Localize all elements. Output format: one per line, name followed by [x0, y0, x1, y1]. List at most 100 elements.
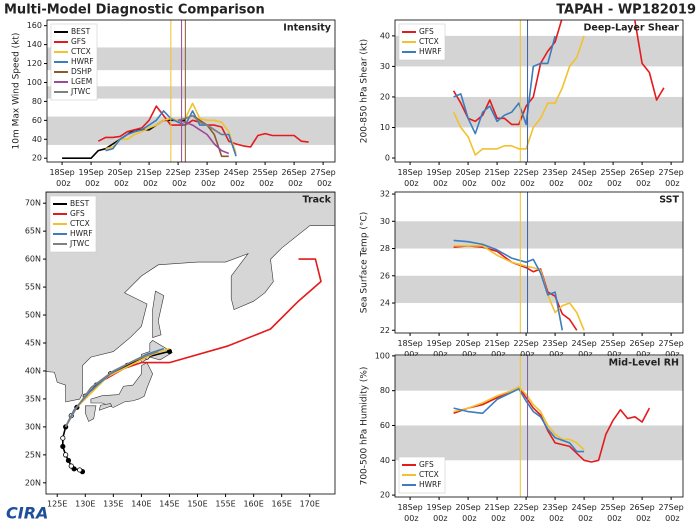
y-tick-label: 20 — [380, 92, 390, 101]
x-tick-label: 19Sep 00z — [426, 339, 451, 359]
x-tick-label: 21Sep 00z — [484, 339, 509, 359]
x-tick-label: 18Sep 00z — [49, 168, 74, 188]
y-tick-label: 80 — [32, 97, 42, 106]
y-tick-label: 40 — [32, 135, 42, 144]
series-line — [453, 388, 585, 453]
y-tick-label: 60 — [380, 421, 390, 430]
y-tick-label: 60 — [32, 116, 42, 125]
y-tick-label: 22 — [380, 326, 390, 335]
x-tick-label: 22Sep 00z — [513, 168, 538, 188]
plot-area — [395, 355, 683, 463]
x-tick-label: 18Sep 00z — [397, 339, 422, 359]
legend-label: GFS — [419, 27, 434, 36]
panel-title: SST — [659, 195, 679, 206]
x-tick-label: 26Sep 00z — [629, 339, 654, 359]
logo: CIRA — [6, 504, 48, 523]
series-line — [452, 20, 665, 126]
legend-label: HWRF — [71, 57, 94, 66]
x-tick-label: 150E — [187, 500, 207, 509]
y-tick-label: 35N — [25, 394, 41, 403]
track-point — [60, 443, 66, 450]
y-tick-label: 28 — [380, 244, 390, 253]
x-tick-label: 21Sep 00z — [484, 168, 509, 188]
y-axis-label: 200-850 hPa Shear (kt) — [360, 39, 370, 143]
x-tick-label: 27Sep 00z — [658, 339, 683, 359]
storm-id: TAPAH - WP182019 — [556, 3, 696, 18]
y-tick-label: 50N — [25, 311, 41, 320]
y-tick-label: 65N — [25, 227, 41, 236]
y-axis-label: 10m Max Wind Speed (kt) — [12, 33, 22, 150]
legend-label: CTCX — [419, 470, 439, 479]
panel-frame — [394, 19, 684, 163]
x-tick-label: 27Sep 00z — [658, 168, 683, 188]
shade-band — [395, 96, 683, 128]
legend-label: CTCX — [71, 47, 91, 56]
panel-title: Intensity — [283, 23, 331, 34]
y-tick-label: 120 — [27, 59, 42, 68]
series-line — [453, 245, 578, 331]
x-tick-label: 24Sep 00z — [223, 168, 248, 188]
shade-band — [395, 355, 683, 391]
y-axis-label: Sea Surface Temp (°C) — [360, 212, 370, 313]
x-tick-label: 20Sep 00z — [455, 168, 480, 188]
x-tick-label: 20Sep 00z — [455, 339, 480, 359]
x-tick-label: 26Sep 00z — [281, 168, 306, 188]
y-tick-label: 25N — [25, 450, 41, 459]
shade-band — [395, 425, 683, 461]
panel-title: Mid-Level RH — [609, 358, 679, 369]
y-tick-label: 20N — [25, 478, 41, 487]
x-tick-label: 19Sep 00z — [426, 503, 451, 523]
x-tick-label: 145E — [159, 500, 179, 509]
page-title: Multi-Model Diagnostic Comparison — [4, 3, 265, 18]
x-tick-label: 25Sep 00z — [600, 339, 625, 359]
legend-label: CTCX — [419, 37, 439, 46]
y-tick-label: 30 — [380, 62, 390, 71]
x-tick-label: 24Sep 00z — [571, 339, 596, 359]
x-tick-label: 20Sep 00z — [455, 503, 480, 523]
y-tick-label: 20 — [32, 154, 42, 163]
legend-label: JTWC — [70, 87, 90, 96]
series-line — [452, 35, 585, 156]
plot-area — [395, 221, 683, 331]
x-tick-label: 21Sep 00z — [484, 503, 509, 523]
land-map — [46, 192, 335, 421]
x-tick-label: 26Sep 00z — [629, 168, 654, 188]
series-line — [453, 35, 556, 135]
x-tick-label: 23Sep 00z — [542, 339, 567, 359]
x-tick-label: 165E — [272, 500, 292, 509]
x-tick-label: 23Sep 00z — [542, 503, 567, 523]
y-tick-label: 100 — [375, 351, 390, 360]
x-tick-label: 27Sep 00z — [310, 168, 335, 188]
x-tick-label: 130E — [75, 500, 95, 509]
panel-title: Deep-Layer Shear — [584, 23, 680, 34]
panel-frame — [394, 354, 684, 498]
track-point — [77, 467, 83, 473]
y-tick-label: 80 — [380, 386, 390, 395]
y-tick-label: 0 — [385, 154, 390, 163]
y-tick-label: 45N — [25, 339, 41, 348]
legend-label: HWRF — [419, 47, 442, 56]
series-line — [177, 119, 230, 155]
y-tick-label: 160 — [27, 21, 42, 30]
series-line — [453, 239, 564, 331]
y-axis-label: 700-500 hPa Humidity (%) — [360, 367, 370, 486]
x-tick-label: 135E — [103, 500, 123, 509]
y-tick-label: 40N — [25, 366, 41, 375]
y-tick-label: 10 — [380, 123, 390, 132]
y-tick-label: 60N — [25, 255, 41, 264]
y-tick-label: 30N — [25, 422, 41, 431]
legend-label: GFS — [71, 37, 86, 46]
track-point — [60, 435, 66, 441]
shade-band — [395, 221, 683, 249]
shade-band — [47, 47, 335, 71]
plot-area — [46, 192, 335, 475]
y-tick-label: 140 — [27, 40, 42, 49]
x-tick-label: 18Sep 00z — [397, 503, 422, 523]
legend-label: JTWC — [69, 239, 89, 248]
y-tick-label: 20 — [380, 491, 390, 500]
legend-label: GFS — [70, 209, 85, 218]
x-tick-label: 23Sep 00z — [542, 168, 567, 188]
series-line — [64, 350, 159, 428]
legend-label: DSHP — [71, 67, 92, 76]
